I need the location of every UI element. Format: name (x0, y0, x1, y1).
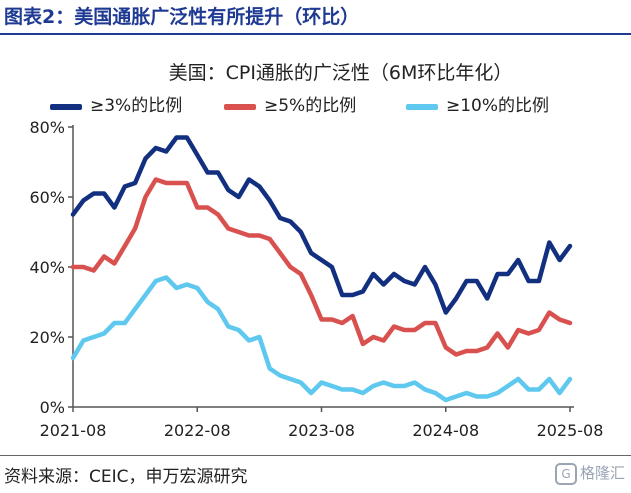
y-tick-label: 20% (29, 328, 65, 347)
source-divider (0, 455, 631, 456)
x-tick-label: 2025-08 (537, 421, 604, 440)
y-tick-label: 80% (29, 118, 65, 137)
title-divider (0, 33, 631, 35)
y-tick-label: 60% (29, 188, 65, 207)
legend-swatch-5pct (224, 104, 256, 110)
x-tick-label: 2022-08 (164, 421, 231, 440)
chart-title: 美国：CPI通胀的广泛性（6M环比年化） (168, 62, 513, 84)
y-tick-label: 40% (29, 258, 65, 277)
y-tick-label: 0% (40, 398, 65, 417)
x-tick-label: 2023-08 (288, 421, 355, 440)
watermark-logo-icon: G (554, 462, 577, 485)
legend-label-10pct: ≥10%的比例 (446, 96, 550, 116)
figure-title: 图表2：美国通胀广泛性有所提升（环比） (4, 6, 360, 28)
x-tick-label: 2021-08 (40, 421, 107, 440)
watermark-text: 格隆汇 (579, 464, 625, 482)
source-note: 资料来源：CEIC，申万宏源研究 (4, 467, 248, 487)
legend-swatch-3pct (50, 104, 82, 110)
legend-label-3pct: ≥3%的比例 (90, 96, 183, 116)
series-line-5pct (70, 177, 573, 357)
watermark: G 格隆汇 (554, 462, 625, 485)
legend-label-5pct: ≥5%的比例 (264, 96, 357, 116)
series-line-3pct (70, 135, 573, 315)
series-line-10pct (70, 275, 573, 403)
legend-swatch-10pct (406, 104, 438, 110)
x-tick-label: 2024-08 (412, 421, 479, 440)
